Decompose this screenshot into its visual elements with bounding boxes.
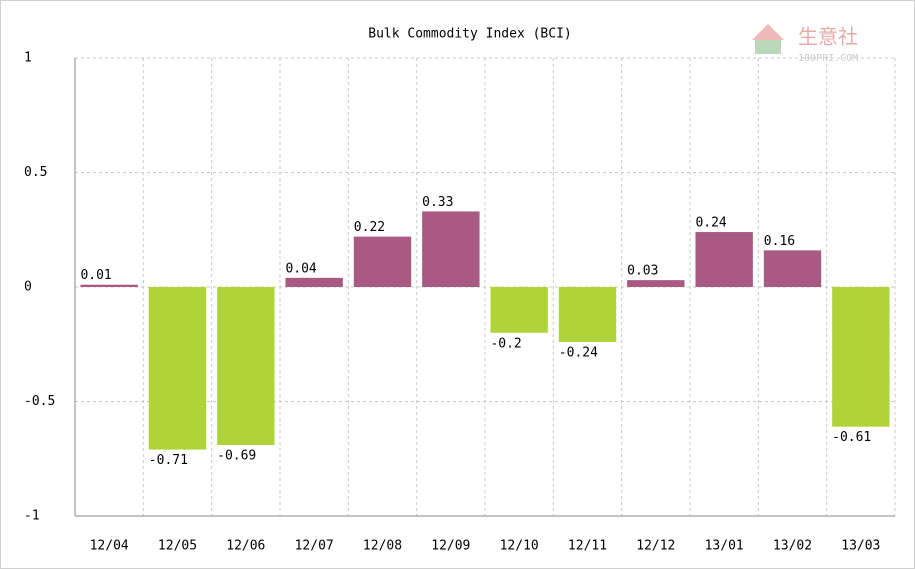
x-tick-label: 12/04 [90, 539, 129, 554]
value-label: -0.2 [490, 336, 521, 351]
y-tick-label: 0.5 [24, 165, 47, 180]
y-tick-label: 1 [24, 51, 32, 66]
watermark-name: 生意社 [798, 25, 858, 49]
bar [695, 232, 753, 287]
value-label: 0.01 [80, 268, 111, 283]
bar [422, 211, 480, 287]
bar [285, 277, 343, 287]
bar [627, 280, 685, 287]
bar [353, 236, 412, 287]
value-label: 0.33 [422, 195, 453, 210]
value-label: 0.03 [627, 264, 658, 279]
value-label: -0.61 [832, 430, 871, 445]
bar [80, 284, 138, 287]
value-label: 0.24 [695, 216, 726, 231]
watermark-logo [755, 40, 781, 54]
value-label: 0.04 [285, 261, 316, 276]
x-tick-label: 13/01 [705, 539, 744, 554]
y-tick-label: 0 [24, 280, 32, 295]
x-tick-label: 12/06 [226, 539, 265, 554]
value-label: 0.22 [354, 220, 385, 235]
bar [148, 287, 207, 450]
watermark-site: 100PPI.COM [798, 53, 858, 64]
chart-title: Bulk Commodity Index (BCI) [368, 27, 572, 42]
x-tick-label: 12/05 [158, 539, 197, 554]
x-tick-label: 12/11 [568, 539, 607, 554]
x-tick-label: 12/09 [431, 539, 470, 554]
bar [217, 287, 275, 446]
bar [490, 287, 548, 333]
x-tick-label: 12/12 [636, 539, 675, 554]
watermark: 生意社 100PPI.COM [752, 24, 858, 64]
y-tick-label: -1 [24, 509, 40, 524]
value-label: 0.16 [764, 234, 795, 249]
watermark-logo [752, 24, 784, 40]
bar [558, 287, 617, 342]
value-label: -0.71 [149, 453, 188, 468]
x-tick-label: 12/08 [363, 539, 402, 554]
x-tick-label: 12/07 [295, 539, 334, 554]
value-label: -0.24 [559, 345, 598, 360]
x-tick-label: 13/02 [773, 539, 812, 554]
value-label: -0.69 [217, 449, 256, 464]
x-tick-label: 13/03 [841, 539, 880, 554]
bar [832, 287, 890, 427]
y-tick-label: -0.5 [24, 394, 55, 409]
x-tick-label: 12/10 [500, 539, 539, 554]
bar [763, 250, 822, 287]
